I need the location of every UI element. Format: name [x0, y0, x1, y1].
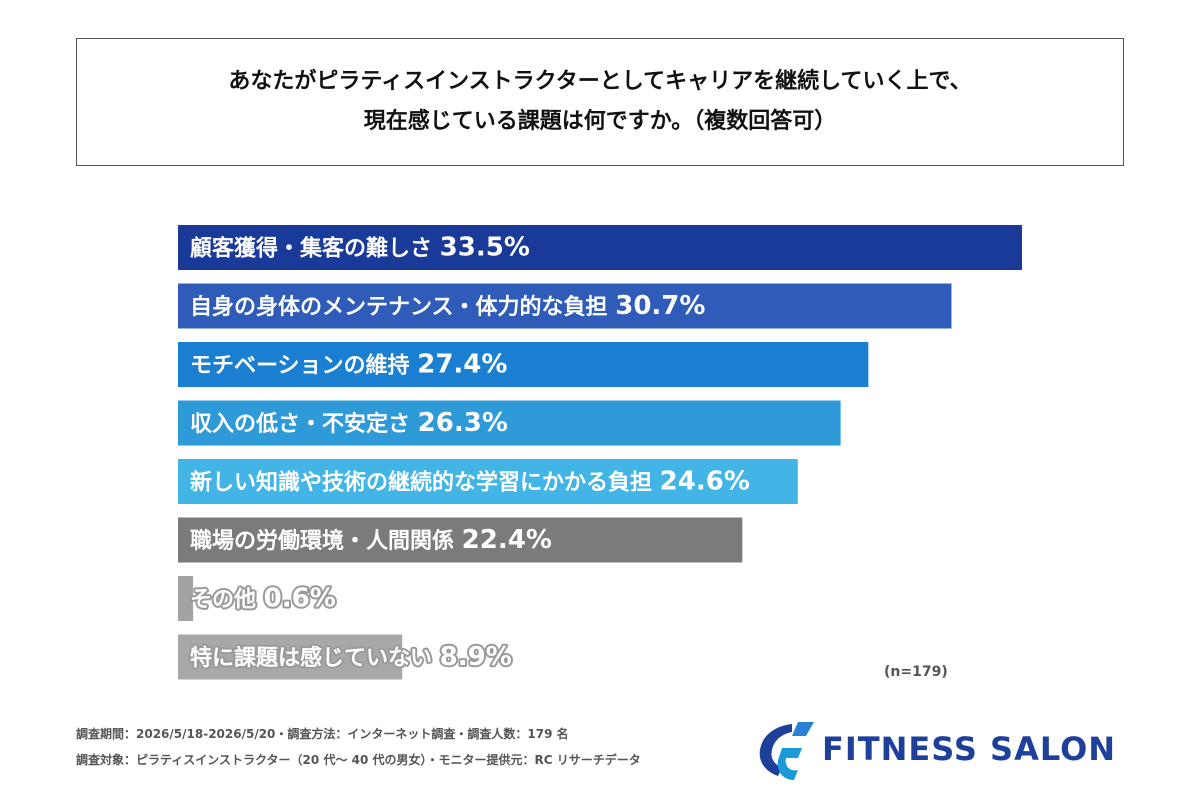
category-label-8: 特に課題は感じていない: [190, 645, 440, 671]
bar-4: [178, 400, 841, 446]
value-label-5: 24.6%: [660, 467, 750, 497]
value-label-2: 30.7%: [615, 291, 705, 321]
value-label-4: 26.3%: [418, 408, 508, 438]
sample-size: (n=179): [884, 664, 948, 680]
bar-2: [178, 283, 952, 329]
category-label-6: 職場の労働環境・人間関係: [190, 528, 462, 554]
title-box: あなたがピラティスインストラクターとしてキャリアを継続していく上で、 現在感じて…: [76, 38, 1124, 166]
bar-label-5: 新しい知識や技術の継続的な学習にかかる負担 24.6%: [190, 467, 750, 497]
bar-5: [178, 459, 798, 504]
bar-label-7: その他 0.6%: [190, 584, 336, 614]
survey-period-note: 調査期間：2026/5/18-2026/5/20・調査方法：インターネット調査・…: [76, 727, 569, 741]
survey-target-note: 調査対象：ピラティスインストラクター（20 代～ 40 代の男女）・モニター提供…: [76, 753, 641, 767]
fitness-salon-logo: FITNESS SALON: [752, 716, 1132, 786]
bar-1: [178, 225, 1022, 270]
value-label-8: 8.9%: [440, 642, 512, 672]
bar-label-6: 職場の労働環境・人間関係 22.4%: [190, 525, 552, 555]
value-label-6: 22.4%: [462, 525, 552, 555]
bar-6: [178, 517, 743, 563]
logo-text: FITNESS SALON: [822, 730, 1117, 768]
title-line-2: 現在感じている課題は何ですか。（複数回答可）: [363, 109, 837, 134]
bar-3: [178, 342, 869, 387]
category-label-3: モチベーションの維持: [190, 353, 417, 379]
bar-label-2: 自身の身体のメンテナンス・体力的な負担 30.7%: [190, 291, 705, 321]
title-line-1: あなたがピラティスインストラクターとしてキャリアを継続していく上で、: [228, 69, 972, 94]
category-label-1: 顧客獲得・集客の難しさ: [190, 236, 440, 262]
value-label-7: 0.6%: [264, 584, 336, 614]
value-label-1: 33.5%: [440, 233, 530, 263]
bar-label-8: 特に課題は感じていない 8.9%: [190, 642, 512, 672]
bar-label-4: 収入の低さ・不安定さ 26.3%: [190, 408, 508, 438]
bar-chart: 顧客獲得・集客の難しさ 33.5% 自身の身体のメンテナンス・体力的な負担 30.…: [178, 225, 1022, 680]
bar-label-1: 顧客獲得・集客の難しさ 33.5%: [190, 233, 530, 263]
category-label-7: その他: [190, 588, 264, 613]
category-label-5: 新しい知識や技術の継続的な学習にかかる負担: [190, 470, 660, 496]
category-label-4: 収入の低さ・不安定さ: [190, 411, 418, 437]
bar-8: [178, 634, 403, 680]
bar-label-3: モチベーションの維持 27.4%: [190, 350, 507, 380]
logo-mark-icon: [759, 722, 814, 780]
bar-7: [178, 576, 194, 621]
category-label-2: 自身の身体のメンテナンス・体力的な負担: [190, 294, 615, 320]
value-label-3: 27.4%: [417, 350, 507, 380]
